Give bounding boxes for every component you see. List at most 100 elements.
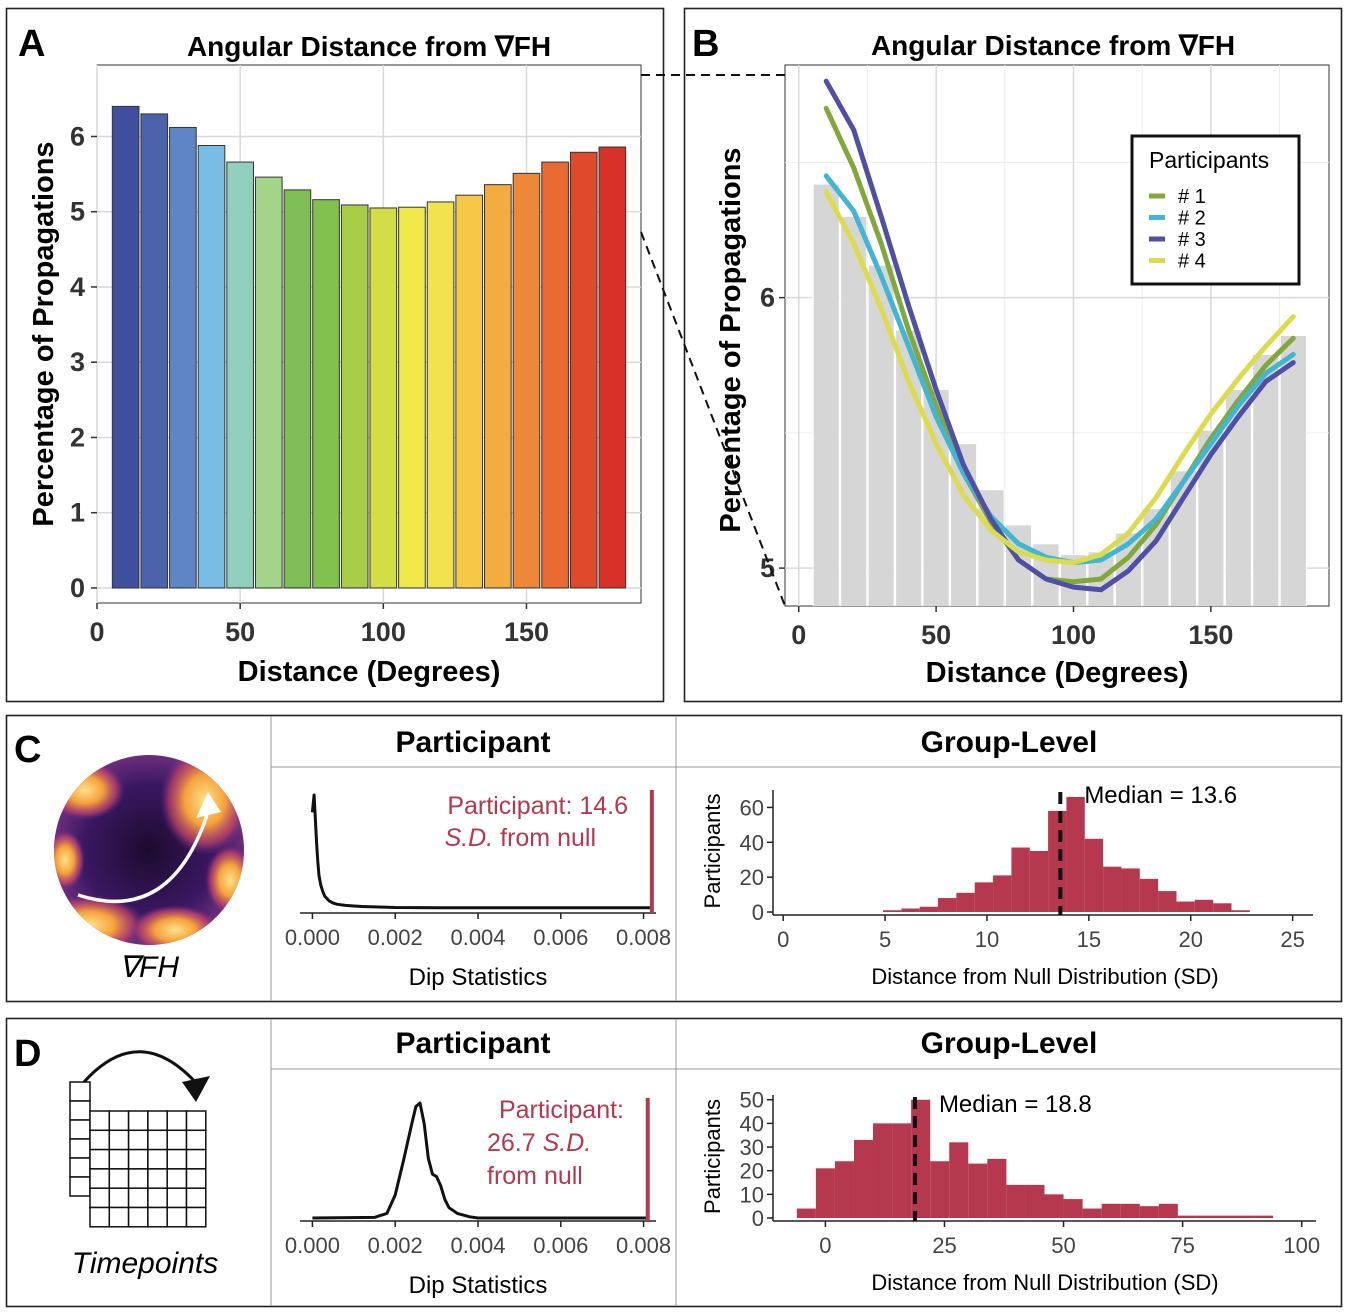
y-tick-label: 6: [70, 121, 85, 151]
grid-cell: [89, 1206, 111, 1228]
rotate-arrowhead-icon: [182, 1076, 210, 1102]
bar: [340, 204, 369, 589]
y-tick-label: 30: [740, 1135, 764, 1160]
histogram-bar: [1158, 1203, 1178, 1218]
x-tick-label: 0: [777, 927, 789, 952]
x-tick-label: 20: [1178, 927, 1202, 952]
histogram-bar: [883, 910, 902, 912]
dip-density-line: [310, 793, 652, 910]
y-tick-label: 40: [740, 830, 764, 855]
grid-cell: [185, 1187, 207, 1209]
grid-cell: [185, 1168, 207, 1189]
x-axis-label: Distance from Null Distribution (SD): [871, 1270, 1218, 1295]
gray-bar: [1224, 389, 1252, 606]
timepoints-grid-icon: [69, 1081, 207, 1228]
panel-c-letter: C: [14, 729, 41, 771]
annotation-sd-italic: S.D.: [445, 824, 494, 852]
histogram-bar: [1177, 1215, 1197, 1218]
y-tick-label: 10: [740, 1182, 764, 1207]
timepoint-cell: [69, 1157, 91, 1178]
x-tick-label: 100: [1283, 1233, 1320, 1258]
plot-content-b: [785, 65, 1329, 606]
histogram-bar: [1084, 838, 1104, 912]
y-tick-label: 0: [752, 900, 764, 925]
x-tick-label: 50: [1051, 1233, 1075, 1258]
y-axis-label: Percentage of Propagations: [715, 147, 747, 532]
gradient-icon-label: ∇FH: [119, 951, 179, 984]
histogram-bar: [1101, 1203, 1121, 1218]
panel-b-letter: B: [692, 23, 719, 65]
x-tick-label: 5: [879, 927, 891, 952]
histogram-bar: [987, 1158, 1007, 1218]
histogram-bar: [993, 875, 1012, 912]
grid-cell: [127, 1187, 149, 1209]
grid-cell: [127, 1110, 149, 1132]
histogram-bar: [873, 1123, 893, 1218]
histogram-bar: [1044, 1194, 1064, 1218]
histogram-bar: [1231, 910, 1250, 912]
chart-title: Angular Distance from ∇FH: [187, 31, 551, 62]
bar: [512, 172, 541, 589]
grid-cell: [147, 1110, 168, 1132]
y-tick-label: 1: [70, 498, 85, 528]
grid-cell: [127, 1148, 149, 1170]
x-tick-label: 0.006: [533, 1233, 588, 1258]
panel-a-frame: [5, 7, 665, 703]
grid-cell: [166, 1110, 188, 1132]
bar: [598, 146, 627, 589]
grid-cell: [166, 1168, 188, 1189]
x-tick-label: 0.002: [368, 1233, 423, 1258]
histogram-bar: [892, 1123, 912, 1218]
median-label: Median = 18.8: [939, 1091, 1092, 1118]
bar: [455, 194, 484, 589]
x-tick-label: 0.004: [450, 1233, 505, 1258]
y-tick-label: 20: [740, 865, 764, 890]
x-tick-label: 0: [819, 1233, 831, 1258]
participant-annotation-line1: Participant: 14.6: [447, 792, 628, 820]
y-axis-label: Participants: [700, 794, 725, 909]
chart-c-participant: Participant 0.000 0.002 0.004 0.006 0.008 Dip …: [285, 726, 671, 991]
x-tick-label: 25: [1280, 927, 1304, 952]
grid-cell: [166, 1187, 188, 1209]
histogram-bar: [796, 1208, 816, 1218]
bar: [312, 199, 340, 589]
histogram-bar: [1048, 810, 1067, 912]
histogram-bar: [834, 1161, 854, 1218]
legend-entry: # 4: [1178, 251, 1206, 273]
histogram-bar: [949, 1142, 969, 1218]
histogram-bar: [1063, 1199, 1083, 1218]
x-tick-label: 0: [89, 617, 104, 647]
x-tick-label: 0.000: [285, 1233, 340, 1258]
y-tick-label: 4: [70, 272, 85, 302]
bar: [541, 161, 569, 589]
histogram-bar: [1176, 901, 1195, 912]
series-line: [823, 105, 1296, 585]
zoom-connector-bottom: [640, 231, 786, 607]
x-tick-label: 75: [1170, 1233, 1194, 1258]
bar: [254, 176, 283, 589]
histogram-bar: [1029, 851, 1049, 912]
x-tick-label: 25: [932, 1233, 956, 1258]
histogram-bar: [815, 1168, 835, 1218]
x-tick-label: 0.004: [450, 925, 505, 950]
gray-bar: [840, 215, 868, 606]
panel-b-frame: [683, 7, 1343, 703]
participant-annotation-line1: Participant:: [499, 1096, 624, 1124]
legend-entry: # 2: [1178, 208, 1206, 230]
bar: [283, 189, 312, 589]
histogram-bar: [1103, 866, 1122, 912]
gray-bar: [867, 264, 895, 606]
x-tick-label: 0.008: [616, 925, 671, 950]
chart-d-participant: Participant 0.000 0.002 0.004 0.006 0.008 Dip …: [285, 1027, 671, 1299]
x-axis-label: Distance from Null Distribution (SD): [871, 964, 1218, 989]
annotation-sd-italic: S.D.: [543, 1129, 592, 1157]
median-label: Median = 13.6: [1084, 782, 1237, 809]
bar: [398, 206, 426, 589]
histogram-bar: [1235, 1215, 1255, 1218]
x-tick-label: 15: [1077, 927, 1101, 952]
panel-a-letter: A: [18, 23, 45, 65]
x-tick-label: 0: [791, 620, 806, 650]
grid-cell: [147, 1206, 168, 1228]
grid-cell: [147, 1168, 168, 1189]
